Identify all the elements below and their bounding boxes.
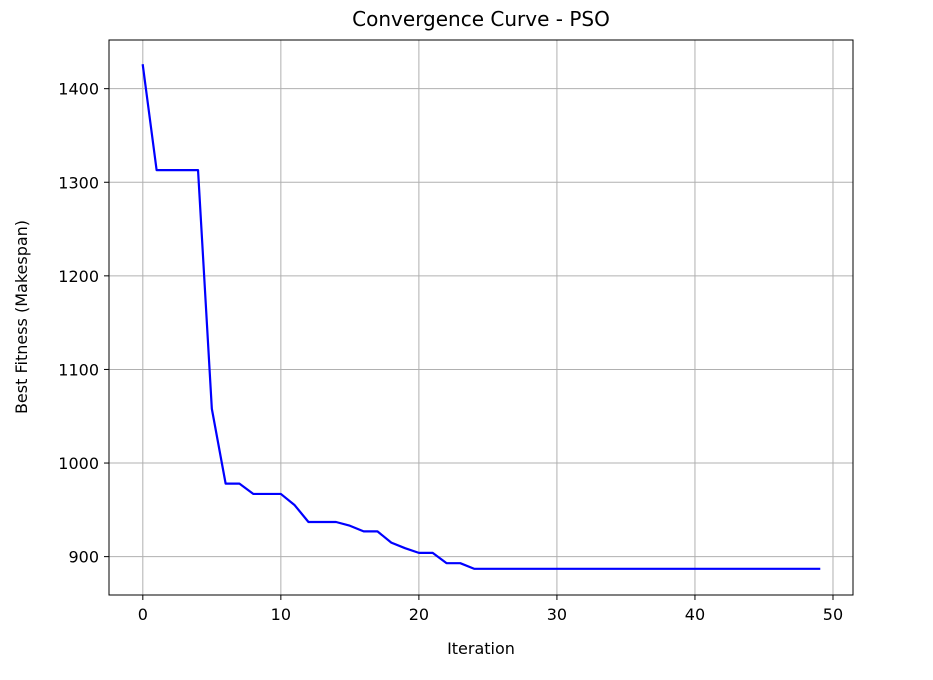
x-axis-ticks: 0 10 20 30 40 50 bbox=[138, 595, 843, 624]
x-tick-label: 50 bbox=[823, 605, 843, 624]
x-tick-label: 30 bbox=[547, 605, 567, 624]
chart-title: Convergence Curve - PSO bbox=[352, 7, 610, 31]
x-tick-label: 10 bbox=[271, 605, 291, 624]
y-tick-label: 1400 bbox=[58, 80, 99, 99]
y-tick-label: 1100 bbox=[58, 360, 99, 379]
y-axis-label: Best Fitness (Makespan) bbox=[12, 220, 31, 414]
series-line bbox=[141, 64, 821, 570]
y-tick-label: 1200 bbox=[58, 267, 99, 286]
axes-frame bbox=[108, 39, 854, 596]
y-tick-label: 1300 bbox=[58, 173, 99, 192]
y-axis-ticks: 900 1000 1100 1200 1300 1400 bbox=[58, 80, 109, 567]
x-tick-label: 20 bbox=[409, 605, 429, 624]
grid-lines bbox=[109, 40, 853, 595]
y-tick-label: 1000 bbox=[58, 454, 99, 473]
x-tick-label: 0 bbox=[138, 605, 148, 624]
y-tick-label: 900 bbox=[68, 548, 99, 567]
x-axis-label: Iteration bbox=[447, 639, 515, 658]
series-layer bbox=[141, 64, 821, 570]
x-tick-label: 40 bbox=[685, 605, 705, 624]
